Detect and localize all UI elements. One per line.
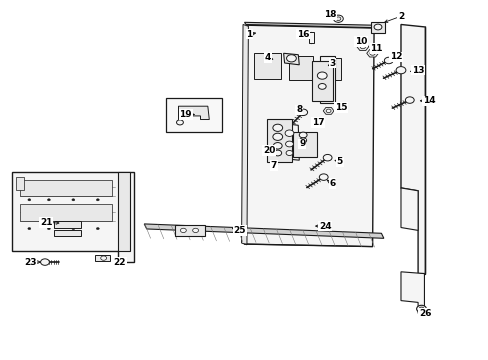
Text: 3: 3 bbox=[329, 58, 335, 68]
Text: 20: 20 bbox=[262, 146, 275, 155]
Polygon shape bbox=[144, 224, 383, 238]
Circle shape bbox=[273, 150, 281, 156]
Bar bbox=[308, 32, 313, 43]
Bar bbox=[16, 177, 24, 190]
Text: 18: 18 bbox=[323, 10, 336, 19]
Text: 10: 10 bbox=[354, 37, 366, 46]
Circle shape bbox=[317, 72, 326, 79]
Circle shape bbox=[405, 97, 413, 103]
Bar bbox=[20, 180, 112, 196]
Text: 12: 12 bbox=[389, 52, 402, 61]
Circle shape bbox=[192, 228, 198, 233]
Circle shape bbox=[369, 51, 374, 55]
Text: 16: 16 bbox=[296, 30, 309, 39]
Text: 13: 13 bbox=[411, 66, 424, 75]
Text: 17: 17 bbox=[311, 118, 324, 127]
Bar bbox=[166, 98, 222, 132]
Circle shape bbox=[285, 141, 293, 147]
Polygon shape bbox=[400, 24, 425, 274]
Circle shape bbox=[299, 138, 306, 143]
Text: 26: 26 bbox=[418, 309, 431, 318]
Circle shape bbox=[360, 45, 365, 49]
Text: 7: 7 bbox=[270, 161, 277, 170]
Polygon shape bbox=[241, 24, 248, 245]
Circle shape bbox=[319, 174, 327, 180]
Circle shape bbox=[28, 199, 31, 201]
Polygon shape bbox=[244, 25, 373, 247]
Circle shape bbox=[72, 228, 75, 230]
Circle shape bbox=[272, 133, 282, 140]
Text: 25: 25 bbox=[233, 226, 245, 235]
Bar bbox=[320, 58, 340, 80]
Text: 14: 14 bbox=[422, 96, 435, 105]
Bar bbox=[20, 204, 112, 221]
Bar bbox=[370, 22, 385, 33]
Polygon shape bbox=[400, 272, 424, 313]
Circle shape bbox=[418, 307, 423, 311]
Text: 11: 11 bbox=[369, 44, 382, 53]
Text: 9: 9 bbox=[298, 139, 305, 148]
Text: 5: 5 bbox=[336, 157, 342, 166]
Circle shape bbox=[286, 55, 296, 62]
Text: 23: 23 bbox=[24, 258, 37, 266]
Circle shape bbox=[273, 143, 282, 149]
Circle shape bbox=[41, 259, 49, 265]
Circle shape bbox=[72, 199, 75, 201]
Bar bbox=[266, 119, 291, 162]
Circle shape bbox=[176, 120, 183, 125]
Bar bbox=[311, 61, 332, 101]
Circle shape bbox=[335, 17, 340, 21]
Bar bbox=[95, 255, 110, 261]
Text: 2: 2 bbox=[397, 12, 403, 21]
Bar bbox=[175, 225, 205, 236]
Bar bbox=[320, 56, 334, 103]
Circle shape bbox=[28, 228, 31, 230]
Bar bbox=[254, 53, 281, 79]
Circle shape bbox=[96, 199, 99, 201]
Bar bbox=[54, 230, 81, 236]
Polygon shape bbox=[400, 188, 417, 230]
Text: 21: 21 bbox=[40, 218, 53, 227]
Text: 22: 22 bbox=[113, 258, 126, 266]
Circle shape bbox=[373, 24, 381, 30]
Bar bbox=[288, 56, 312, 80]
Text: 6: 6 bbox=[329, 179, 335, 188]
Circle shape bbox=[47, 228, 50, 230]
Circle shape bbox=[298, 109, 307, 116]
Polygon shape bbox=[118, 172, 129, 251]
Bar bbox=[293, 132, 316, 157]
Circle shape bbox=[285, 150, 292, 156]
Circle shape bbox=[318, 84, 325, 89]
Circle shape bbox=[325, 109, 330, 113]
Polygon shape bbox=[12, 172, 134, 262]
Polygon shape bbox=[366, 50, 378, 57]
Text: 15: 15 bbox=[334, 103, 347, 112]
Circle shape bbox=[395, 67, 405, 74]
Text: 19: 19 bbox=[179, 110, 192, 119]
Polygon shape bbox=[323, 107, 333, 114]
Polygon shape bbox=[283, 53, 299, 65]
Circle shape bbox=[299, 132, 306, 138]
Polygon shape bbox=[244, 22, 375, 28]
Polygon shape bbox=[356, 43, 368, 50]
Circle shape bbox=[47, 199, 50, 201]
Circle shape bbox=[272, 124, 282, 131]
Polygon shape bbox=[178, 106, 209, 120]
Text: 8: 8 bbox=[296, 105, 302, 114]
Circle shape bbox=[180, 228, 186, 233]
Text: 1: 1 bbox=[246, 30, 252, 39]
Text: 24: 24 bbox=[318, 222, 331, 231]
Circle shape bbox=[96, 228, 99, 230]
Circle shape bbox=[333, 15, 343, 22]
Polygon shape bbox=[279, 123, 299, 160]
Circle shape bbox=[384, 57, 392, 64]
Text: 4: 4 bbox=[264, 53, 271, 62]
Circle shape bbox=[101, 256, 106, 260]
Circle shape bbox=[323, 154, 331, 161]
Circle shape bbox=[416, 305, 426, 312]
Bar bbox=[54, 221, 81, 228]
Circle shape bbox=[285, 130, 293, 136]
